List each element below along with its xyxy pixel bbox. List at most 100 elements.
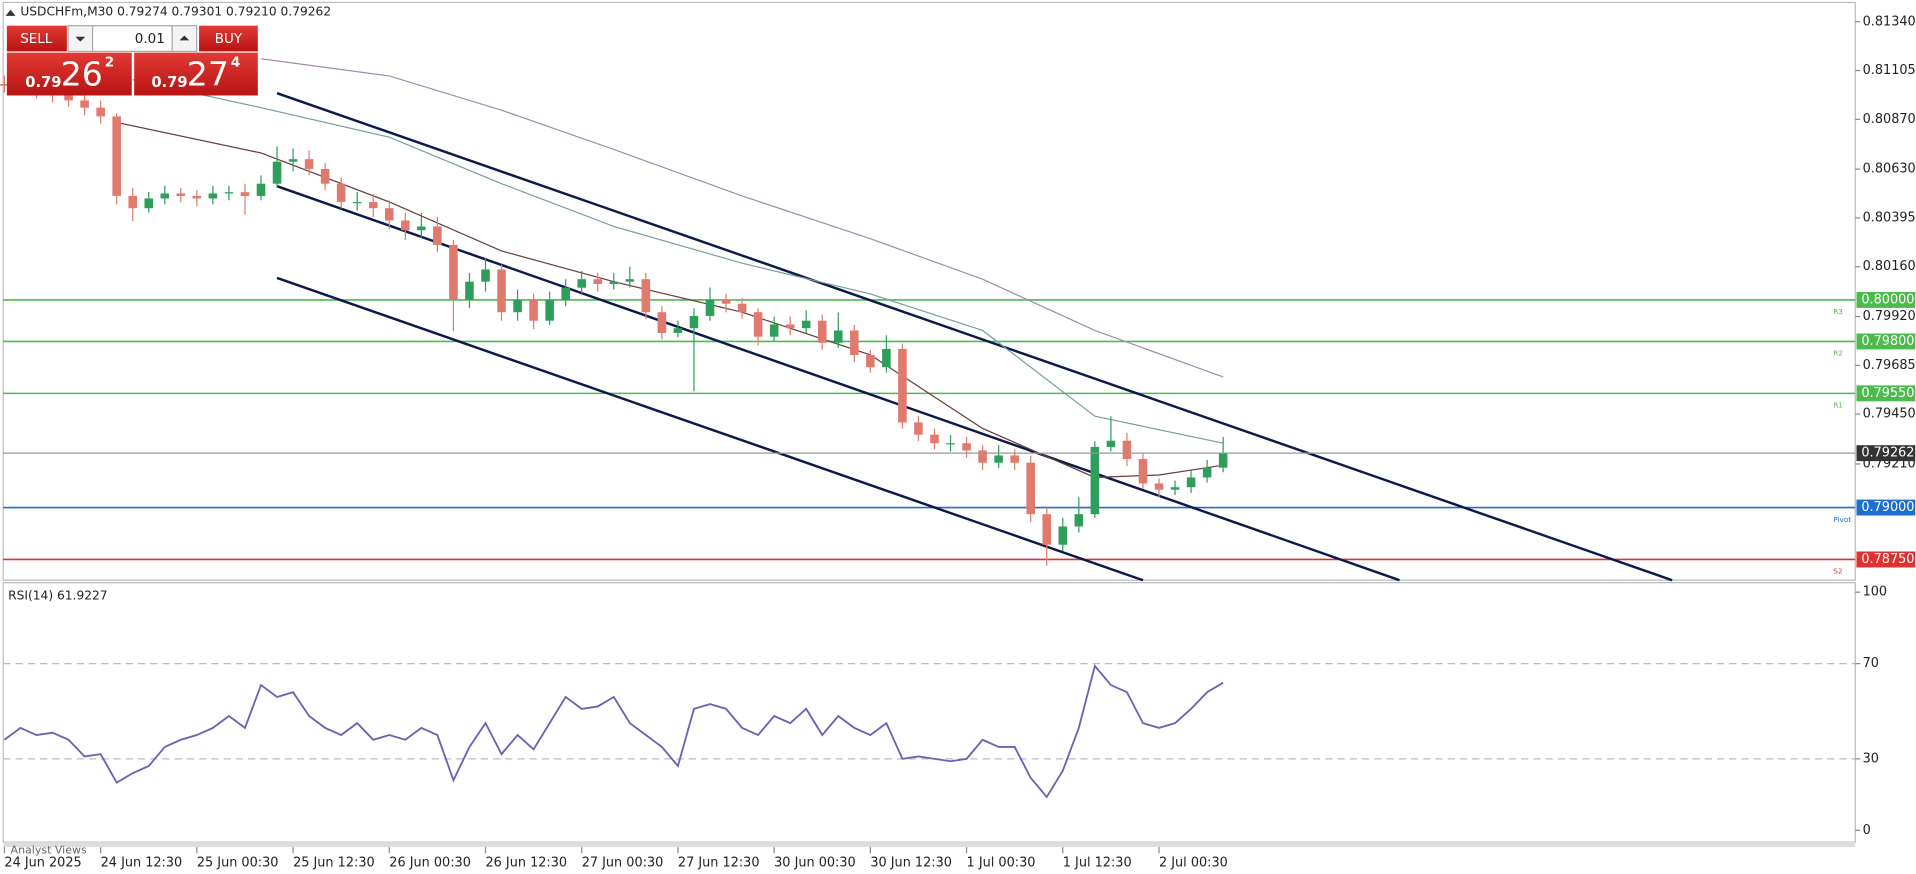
x-tick-label: 1 Jul 00:30 bbox=[967, 855, 1036, 870]
candle-body bbox=[304, 159, 314, 169]
level-name: R1 bbox=[1833, 401, 1843, 410]
level-label-box bbox=[1856, 385, 1916, 402]
candle-body bbox=[689, 315, 699, 329]
ask-box[interactable] bbox=[134, 52, 258, 96]
candle-body bbox=[465, 281, 474, 300]
candle-body bbox=[641, 279, 651, 313]
candle-body bbox=[561, 287, 570, 300]
chart-header: USDCHFm,M30 0.79274 0.79301 0.79210 0.79… bbox=[20, 5, 331, 19]
buy-button[interactable] bbox=[199, 25, 258, 52]
x-tick-label: 25 Jun 00:30 bbox=[197, 855, 279, 870]
y-tick-label: 0.80630 bbox=[1863, 162, 1916, 177]
candle-body bbox=[914, 422, 923, 435]
x-tick-label: 24 Jun 12:30 bbox=[101, 855, 183, 870]
y-tick-label: 0.81340 bbox=[1863, 14, 1916, 29]
collapse-icon[interactable] bbox=[5, 9, 16, 16]
candle-body bbox=[817, 320, 827, 343]
lot-down-icon bbox=[75, 36, 86, 42]
moving-average bbox=[132, 79, 1224, 444]
last-price-box bbox=[1856, 445, 1916, 462]
level-label-box bbox=[1856, 499, 1916, 516]
level-name: S2 bbox=[1833, 567, 1842, 576]
candle-body bbox=[1170, 487, 1180, 490]
candle-body bbox=[272, 161, 282, 184]
y-tick-label: 0.80395 bbox=[1863, 210, 1916, 225]
ask-frac: 4 bbox=[231, 55, 240, 70]
candle-body bbox=[529, 299, 538, 321]
lot-down[interactable] bbox=[67, 25, 94, 53]
candle-body bbox=[994, 455, 1003, 463]
candle-body bbox=[625, 279, 635, 282]
candle-body bbox=[80, 100, 89, 108]
ask-big: 0.79 bbox=[151, 74, 187, 91]
y-tick-label: 0.79450 bbox=[1863, 407, 1916, 422]
candle-body bbox=[481, 269, 490, 282]
level-label: 0.80000 bbox=[1861, 292, 1914, 307]
y-tick-label: 0.80160 bbox=[1863, 259, 1916, 274]
level-name: R3 bbox=[1833, 307, 1843, 316]
buy-label[interactable]: BUY bbox=[215, 32, 243, 47]
level-label-box bbox=[1856, 291, 1916, 308]
candle-body bbox=[1218, 453, 1228, 468]
x-tick-label: 30 Jun 12:30 bbox=[870, 855, 952, 870]
lot-up-icon bbox=[179, 35, 190, 41]
candle-body bbox=[801, 320, 811, 329]
candle-body bbox=[1010, 455, 1019, 463]
x-tick-label: 30 Jun 00:30 bbox=[774, 855, 856, 870]
candle-body bbox=[833, 330, 843, 343]
x-tick-label: 24 Jun 2025 bbox=[4, 855, 81, 870]
candle-body bbox=[769, 324, 779, 337]
candle-body bbox=[336, 183, 346, 202]
candle-body bbox=[657, 312, 667, 333]
candle-body bbox=[866, 354, 875, 368]
candle-body bbox=[240, 192, 250, 196]
candle-body bbox=[1122, 440, 1132, 459]
candle-body bbox=[401, 220, 410, 231]
y-tick-label: 30 bbox=[1863, 751, 1879, 766]
trendline bbox=[276, 276, 1144, 582]
price-pane bbox=[2, 1, 1856, 581]
x-tick-label: 2 Jul 00:30 bbox=[1159, 855, 1228, 870]
candle-body bbox=[577, 279, 586, 288]
ask-main: 27 bbox=[187, 54, 229, 93]
level-name: R2 bbox=[1833, 349, 1843, 358]
trendline bbox=[276, 92, 1673, 582]
y-tick-label: 100 bbox=[1863, 585, 1888, 600]
lot-input[interactable] bbox=[91, 25, 173, 53]
candle-body bbox=[513, 299, 522, 313]
candle-body bbox=[417, 226, 426, 231]
candle-body bbox=[1090, 446, 1100, 515]
candle-body bbox=[1154, 483, 1164, 490]
bid-frac: 2 bbox=[105, 55, 114, 70]
y-tick-label: 0.79685 bbox=[1863, 358, 1916, 373]
level-label-box bbox=[1856, 333, 1916, 350]
indicator-title: RSI(14) 61.9227 bbox=[8, 589, 107, 603]
bid-main: 26 bbox=[61, 54, 103, 93]
x-tick-label: 26 Jun 12:30 bbox=[486, 855, 568, 870]
candle-body bbox=[962, 443, 971, 451]
bid-big: 0.79 bbox=[25, 74, 61, 91]
candle-body bbox=[609, 281, 619, 284]
candle-body bbox=[978, 450, 987, 463]
candle-body bbox=[96, 107, 105, 117]
y-tick-label: 0.79920 bbox=[1863, 309, 1916, 324]
candle-body bbox=[497, 269, 506, 313]
candle-body bbox=[1186, 477, 1196, 488]
candle-body bbox=[433, 226, 442, 245]
candle-body bbox=[721, 299, 731, 304]
lot-value[interactable]: 0.01 bbox=[135, 32, 165, 47]
candle-body bbox=[882, 348, 891, 368]
sell-button[interactable] bbox=[6, 25, 67, 52]
candle-body bbox=[673, 328, 683, 333]
bid-box[interactable] bbox=[6, 52, 132, 96]
moving-average bbox=[260, 58, 1224, 378]
x-tick-label: 27 Jun 12:30 bbox=[678, 855, 760, 870]
x-tick-label: 25 Jun 12:30 bbox=[293, 855, 375, 870]
candle-body bbox=[1026, 462, 1035, 515]
trade-panel: SELL 0.01 BUY 0.79 26 2 0.79 27 4 bbox=[6, 25, 258, 96]
candle-body bbox=[144, 198, 154, 209]
footer-tab[interactable]: Analyst Views bbox=[11, 844, 87, 857]
sell-label[interactable]: SELL bbox=[20, 32, 53, 47]
trendline bbox=[276, 185, 1400, 582]
